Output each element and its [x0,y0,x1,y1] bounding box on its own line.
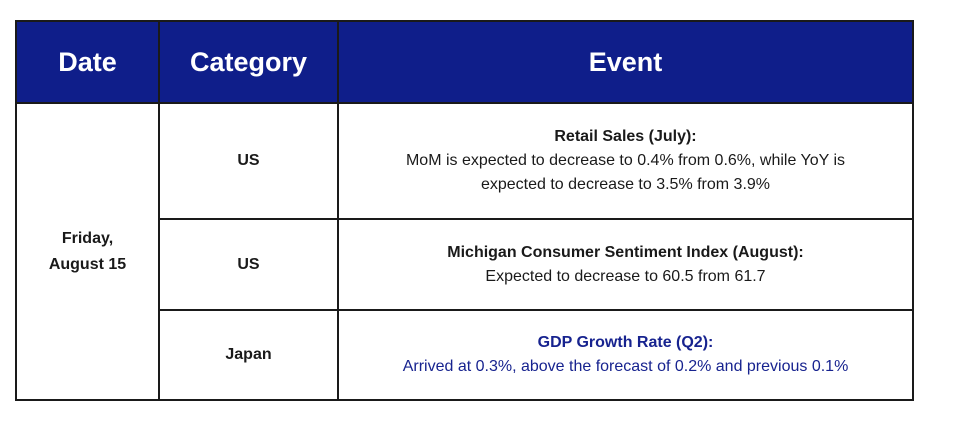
date-weekday: Friday, [61,229,114,247]
event-cell: Michigan Consumer Sentiment Index (Augus… [337,218,914,311]
header-date: Date [15,20,160,104]
date-cell: Friday, August 15 [15,102,160,401]
table-row: Friday, August 15 US Retail Sales (July)… [15,102,914,401]
header-category: Category [158,20,339,104]
category-cell: US [158,102,339,220]
economic-calendar-table: Date Category Event Friday, August 15 US… [15,20,914,401]
header-event: Event [337,20,914,104]
header-row: Date Category Event [15,20,914,104]
event-description: MoM is expected to decrease to 0.4% from… [405,152,846,193]
event-cell: Retail Sales (July): MoM is expected to … [337,102,914,220]
event-description: Arrived at 0.3%, above the forecast of 0… [402,358,849,375]
date-day: August 15 [48,255,127,273]
table-row: Japan GDP Growth Rate (Q2): Arrived at 0… [16,309,914,401]
event-title: Retail Sales (July): [554,128,697,145]
table-row: US Michigan Consumer Sentiment Index (Au… [16,218,914,311]
event-title: GDP Growth Rate (Q2): [537,334,714,351]
event-title: Michigan Consumer Sentiment Index (Augus… [447,243,804,261]
category-cell: US [158,218,339,311]
category-cell: Japan [158,309,339,401]
event-cell-highlighted: GDP Growth Rate (Q2): Arrived at 0.3%, a… [337,309,914,401]
event-description: Expected to decrease to 60.5 from 61.7 [485,267,766,285]
